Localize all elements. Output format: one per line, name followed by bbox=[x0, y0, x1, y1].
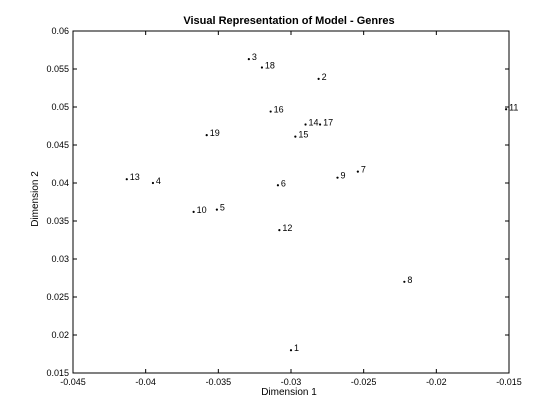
y-axis-label: Dimension 2 bbox=[30, 171, 41, 227]
x-tick-label: -0.045 bbox=[60, 377, 86, 387]
y-tick-label: 0.055 bbox=[46, 64, 69, 74]
data-point-label: 1 bbox=[294, 343, 299, 353]
y-tick-label: 0.025 bbox=[46, 292, 69, 302]
data-point bbox=[151, 181, 155, 185]
data-point-label: 14 bbox=[309, 117, 319, 127]
data-point-label: 5 bbox=[220, 203, 225, 213]
data-point bbox=[318, 123, 322, 126]
y-tick-label: 0.02 bbox=[51, 330, 69, 340]
data-point bbox=[336, 176, 339, 179]
data-point-label: 4 bbox=[156, 176, 161, 186]
data-point bbox=[403, 280, 406, 283]
data-point-label: 16 bbox=[274, 105, 284, 115]
x-tick-label: -0.035 bbox=[206, 377, 232, 387]
data-point bbox=[317, 77, 320, 80]
data-point bbox=[269, 110, 272, 113]
data-point-label: 18 bbox=[265, 60, 275, 70]
data-point-label: 8 bbox=[407, 275, 412, 285]
data-point-label: 15 bbox=[298, 130, 308, 140]
data-point bbox=[260, 66, 264, 69]
y-tick-label: 0.015 bbox=[46, 368, 69, 378]
data-point-label: 17 bbox=[323, 117, 333, 127]
data-point-label: 7 bbox=[361, 165, 366, 175]
data-point-label: 19 bbox=[210, 128, 220, 138]
data-point bbox=[215, 208, 218, 211]
x-tick-label: -0.02 bbox=[426, 377, 447, 387]
data-point-label: 11 bbox=[509, 102, 518, 112]
data-point-label: 9 bbox=[341, 171, 346, 181]
y-tick-label: 0.035 bbox=[46, 216, 69, 226]
data-point bbox=[504, 108, 508, 111]
data-point bbox=[125, 178, 128, 181]
data-point bbox=[304, 123, 307, 126]
data-point bbox=[192, 210, 195, 213]
data-point-label: 12 bbox=[282, 223, 292, 233]
data-point bbox=[289, 349, 293, 352]
y-tick-label: 0.03 bbox=[51, 254, 69, 264]
data-point-label: 6 bbox=[281, 178, 286, 188]
y-axis: 0.015 0.02 0.025 0.03 0.035 0.04 0.045 0.05 0.05… bbox=[46, 26, 509, 378]
data-point-label: 13 bbox=[130, 172, 140, 182]
x-tick-label: -0.025 bbox=[351, 377, 377, 387]
x-tick-label: -0.03 bbox=[281, 377, 302, 387]
y-tick-label: 0.06 bbox=[51, 26, 69, 36]
x-tick-label: -0.04 bbox=[135, 377, 156, 387]
data-point bbox=[276, 184, 280, 187]
data-point bbox=[356, 170, 359, 173]
data-point bbox=[294, 135, 297, 138]
x-tick-label: -0.015 bbox=[496, 377, 522, 387]
y-tick-label: 0.04 bbox=[51, 178, 69, 188]
data-point bbox=[247, 58, 250, 61]
y-tick-label: 0.05 bbox=[51, 102, 69, 112]
data-point-label: 2 bbox=[322, 72, 327, 82]
plot-frame bbox=[72, 30, 510, 374]
data-point-label: 3 bbox=[252, 52, 257, 62]
data-point bbox=[278, 229, 281, 232]
data-point bbox=[205, 134, 208, 137]
x-axis: -0.045 -0.04 -0.035 -0.03 -0.025 -0.02 -0.015 bbox=[60, 31, 522, 387]
x-axis-label: Dimension 1 bbox=[261, 387, 317, 398]
chart-title: Visual Representation of Model - Genres bbox=[183, 15, 394, 27]
data-point-label: 10 bbox=[197, 205, 207, 215]
y-tick-label: 0.045 bbox=[46, 140, 69, 150]
